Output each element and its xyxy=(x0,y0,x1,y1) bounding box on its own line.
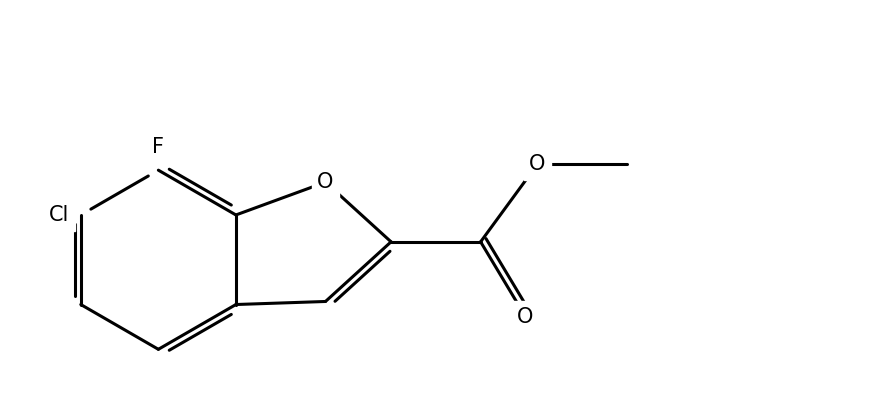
Text: O: O xyxy=(529,154,545,174)
Text: O: O xyxy=(317,172,334,192)
Text: O: O xyxy=(517,307,534,327)
Text: F: F xyxy=(152,137,165,157)
Text: Cl: Cl xyxy=(48,205,70,225)
